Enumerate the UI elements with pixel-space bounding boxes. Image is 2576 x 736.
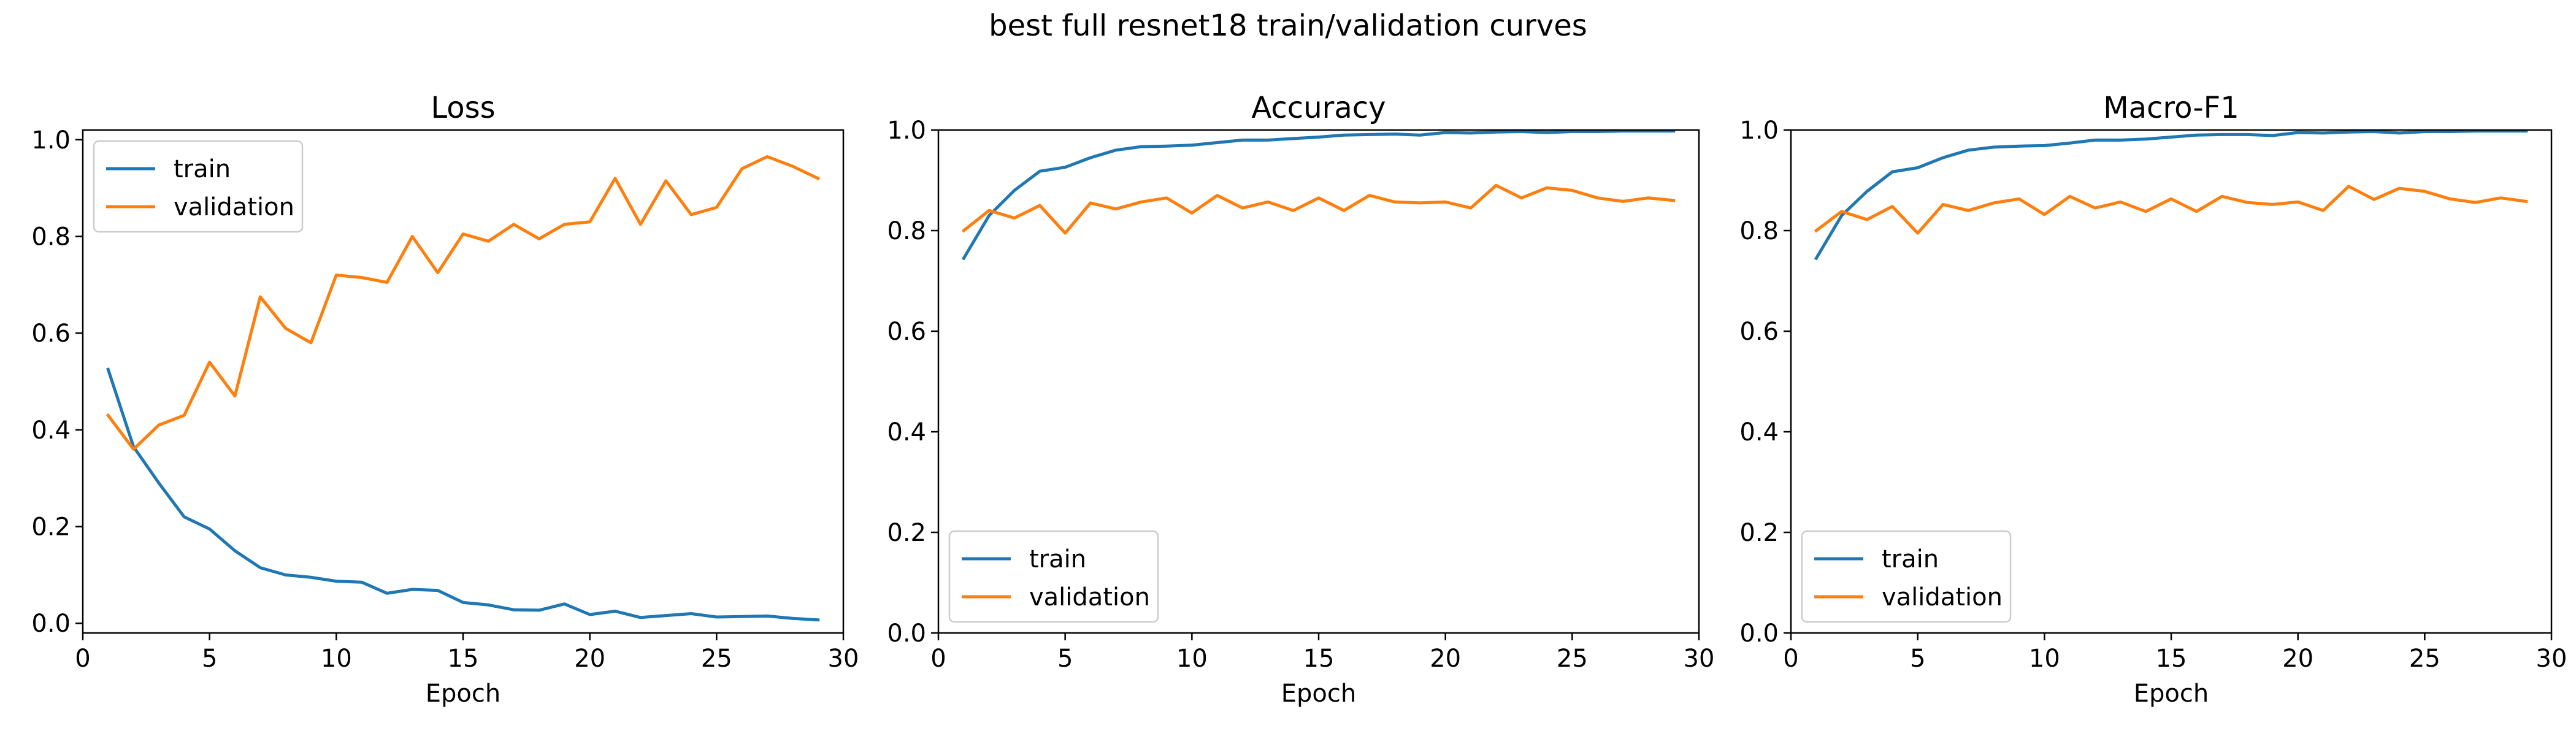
y-tick-label: 1.0 [1739,117,1779,145]
x-tick-label: 30 [828,645,859,673]
legend-label-validation: validation [1882,583,2003,611]
subplots-container: Loss 0 5 10 15 20 25 30 0.0 0.2 0.4 0.6 0.8 1.0 Epoch t… [31,91,2567,708]
legend-box [93,140,304,233]
y-tick-label: 0.8 [31,223,71,251]
x-tick-label: 5 [202,645,217,673]
figure-suptitle: best full resnet18 train/validation curv… [989,9,1587,43]
subplot-accuracy: Accuracy 0 5 10 15 20 25 30 0.0 0.2 0.4 0.6 0.8 1.0 Ep… [887,91,1714,708]
legend-label-train: train [1029,545,1086,573]
legend-label-validation: validation [1029,583,1150,611]
y-tick-label: 0.8 [1739,217,1779,245]
x-tick-label: 0 [1783,645,1798,673]
series-line-validation [961,183,1676,235]
y-tick-label: 0.4 [1739,418,1779,447]
legend-box [1801,530,2012,623]
y-tick-label: 0.6 [1739,318,1779,346]
series-line-validation [105,155,821,451]
x-tick-label: 25 [701,645,732,673]
x-tick-label: 20 [1430,645,1461,673]
x-tick-label: 10 [321,645,352,673]
x-tick-label: 10 [2029,645,2060,673]
y-tick-label: 0.2 [1739,519,1779,547]
x-tick-label: 15 [1303,645,1335,673]
y-tick-label: 1.0 [887,117,926,145]
series-line-train [106,367,820,622]
legend-label-validation: validation [174,193,294,221]
x-tick-label: 20 [2282,645,2313,673]
x-tick-label: 15 [2156,645,2187,673]
x-tick-label: 25 [2409,645,2440,673]
x-axis-label: Epoch [1281,680,1356,708]
subplot-loss: Loss 0 5 10 15 20 25 30 0.0 0.2 0.4 0.6 0.8 1.0 Epoch t… [31,91,859,708]
legend: train validation [93,140,304,233]
x-axis-label: Epoch [2134,680,2209,708]
x-tick-label: 30 [1684,645,1715,673]
x-tick-label: 30 [2536,645,2567,673]
y-tick-label: 1.0 [31,126,71,155]
x-tick-label: 5 [1910,645,1925,673]
series-line-train [1814,130,2528,261]
y-tick-label: 0.0 [1739,619,1779,648]
y-tick-label: 0.0 [31,610,71,638]
x-tick-label: 25 [1557,645,1588,673]
legend-box [948,530,1159,623]
y-tick-label: 0.2 [887,519,926,547]
y-tick-label: 0.8 [887,217,926,245]
y-tick-label: 0.4 [887,418,926,447]
y-tick-label: 0.4 [31,416,71,445]
subplot-title: Loss [431,91,495,125]
series-line-train [961,130,1676,261]
y-tick-label: 0.6 [887,318,926,346]
x-tick-label: 10 [1176,645,1208,673]
legend-label-train: train [1882,545,1939,573]
x-tick-label: 20 [574,645,605,673]
subplot-title: Macro-F1 [2103,91,2239,125]
x-axis-label: Epoch [426,680,500,708]
legend-label-train: train [174,155,231,183]
x-tick-label: 5 [1057,645,1073,673]
y-tick-label: 0.0 [887,619,926,648]
x-tick-label: 15 [448,645,479,673]
subplot-title: Accuracy [1251,91,1386,125]
subplot-macro-f1: Macro-F1 0 5 10 15 20 25 30 0.0 0.2 0.4 0.6 0.8 1.0 Ep… [1739,91,2567,708]
series-line-validation [1814,185,2528,235]
x-tick-label: 0 [930,645,946,673]
x-tick-label: 0 [75,645,90,673]
y-tick-label: 0.6 [31,320,71,348]
legend: train validation [1801,530,2012,623]
legend: train validation [948,530,1159,623]
y-tick-label: 0.2 [31,513,71,542]
